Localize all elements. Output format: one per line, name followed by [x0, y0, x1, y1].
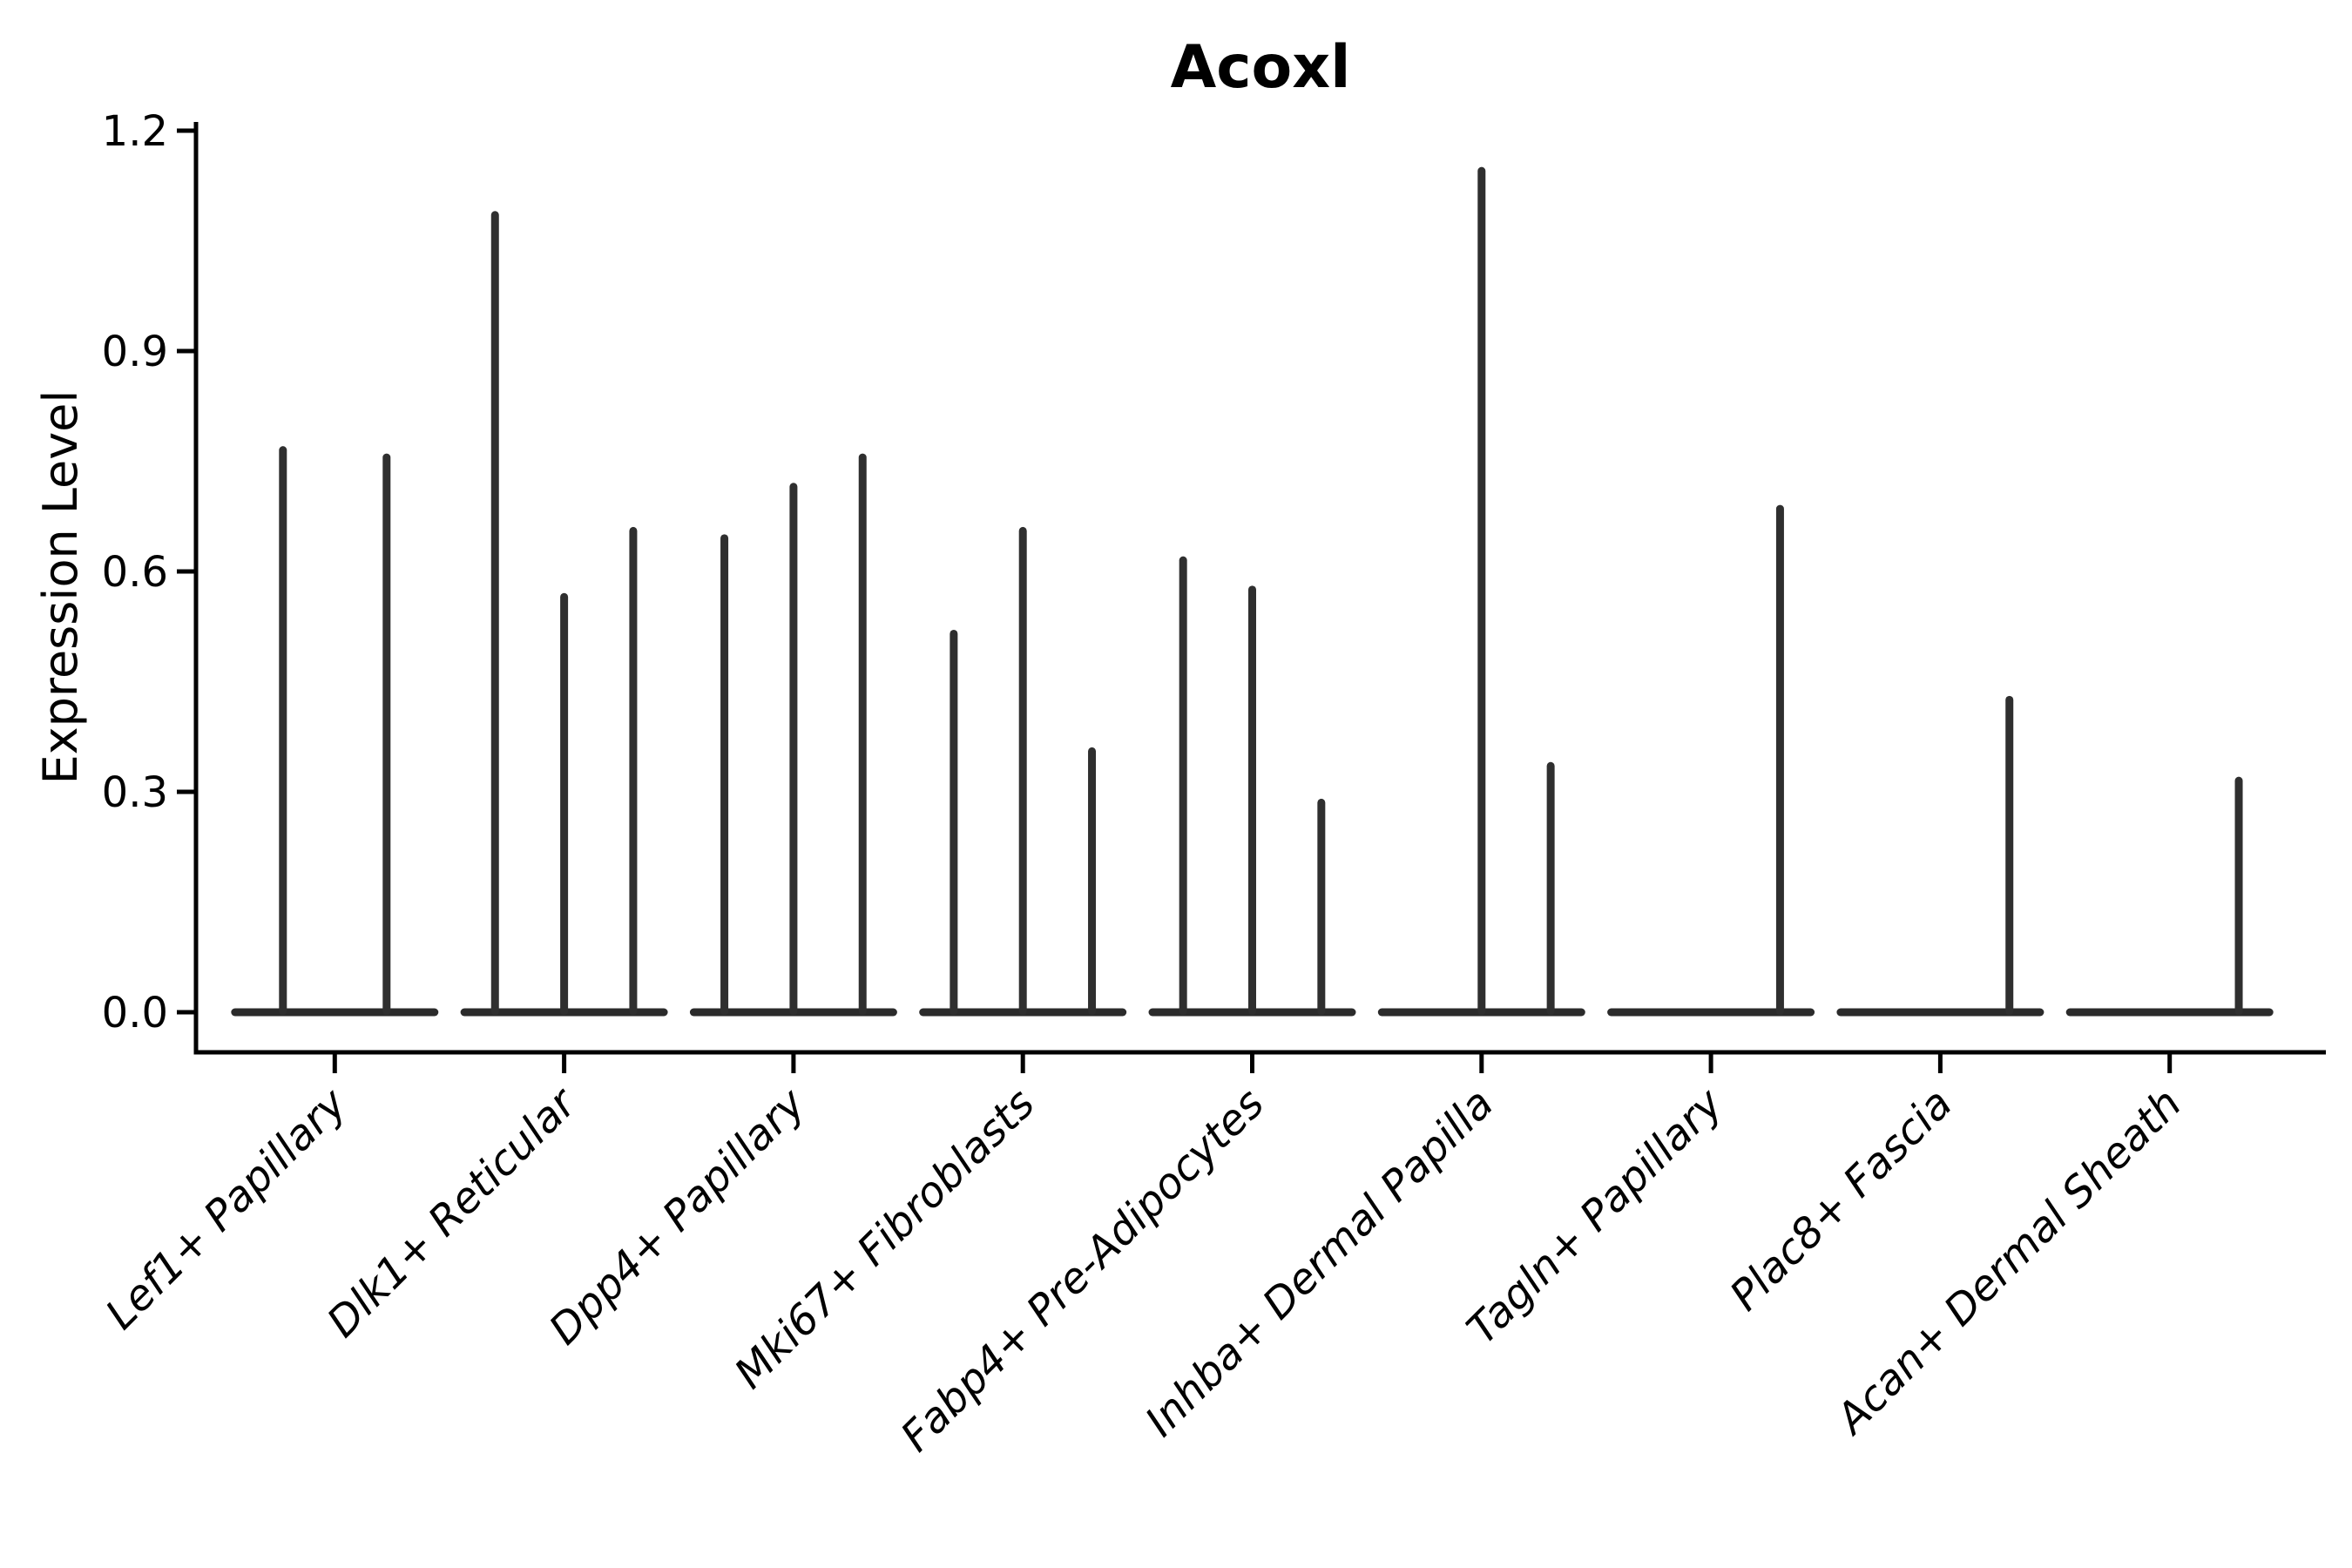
- y-tick-label: 1.2: [102, 107, 168, 156]
- y-tick-label: 0.0: [102, 989, 168, 1037]
- y-axis-ticks: 0.0 0.3 0.6 0.9 1.2: [102, 107, 196, 1037]
- y-tick-label: 0.6: [102, 548, 168, 597]
- violins: [231, 166, 2274, 1017]
- violin-base: [231, 1008, 439, 1017]
- y-tick-label: 0.3: [102, 768, 168, 817]
- violin-base: [1836, 1008, 2044, 1017]
- violin-base: [1607, 1008, 1815, 1017]
- y-axis-label: Expression Level: [33, 390, 88, 785]
- y-tick-label: 0.9: [102, 328, 168, 376]
- chart-title: Acoxl: [1171, 33, 1351, 102]
- violin-base: [2065, 1008, 2274, 1017]
